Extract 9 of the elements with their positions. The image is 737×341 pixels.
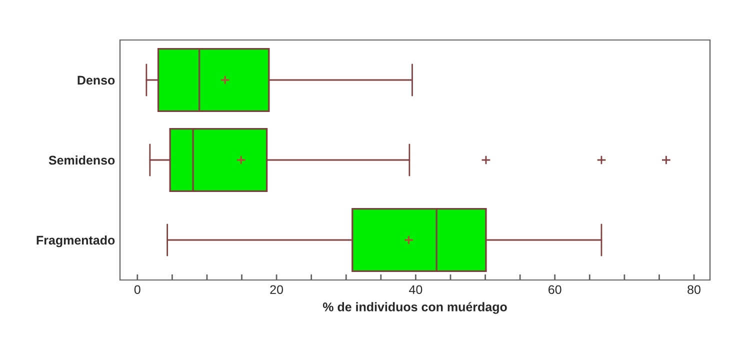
x-tick-label: 60 <box>548 285 562 294</box>
y-tick-label: Denso <box>78 76 115 85</box>
x-tick-label: 0 <box>134 285 140 294</box>
y-tick-label: Semidenso <box>48 155 115 165</box>
y-tick-label: Fragmentado <box>36 235 115 248</box>
x-axis-title: % de individuos con muérdago <box>322 302 507 314</box>
x-tick-label: 40 <box>409 285 422 294</box>
x-tick-label: 80 <box>688 285 700 294</box>
x-tick-label: 20 <box>270 285 284 294</box>
